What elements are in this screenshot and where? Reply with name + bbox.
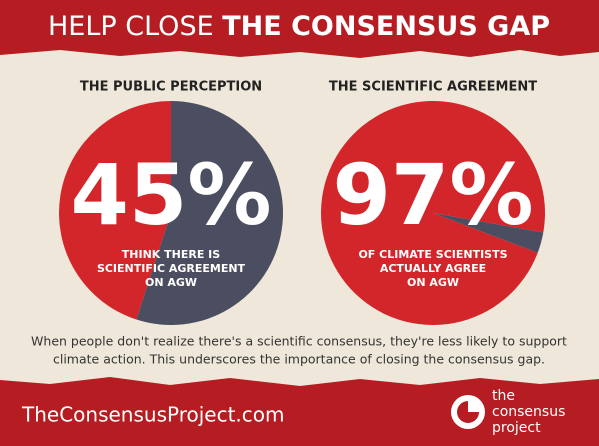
pie-slice: [433, 213, 544, 253]
logo-icon-cut: [457, 401, 479, 423]
title-bold: THE CONSENSUS GAP: [222, 11, 550, 42]
annotation: OF CLIMATE SCIENTISTS: [358, 248, 507, 261]
value-label: 45%: [70, 146, 271, 244]
top-band: [0, 0, 599, 58]
value-label: 97%: [332, 146, 533, 244]
pie-slice: [320, 101, 545, 326]
chart-title: THE PUBLIC PERCEPTION: [80, 80, 262, 95]
annotation: SCIENTIFIC AGREEMENT: [97, 262, 246, 275]
annotation: ON AGW: [407, 276, 459, 289]
logo-text: consensus: [492, 404, 565, 420]
title: HELP CLOSE THE CONSENSUS GAP: [48, 11, 550, 42]
annotation: THINK THERE IS: [122, 248, 220, 261]
title-light: HELP CLOSE: [48, 11, 214, 42]
caption-line: When people don't realize there's a scie…: [31, 334, 567, 349]
annotation: ON AGW: [145, 276, 197, 289]
logo-text: project: [492, 420, 541, 436]
chart-title: THE SCIENTIFIC AGREEMENT: [329, 80, 537, 95]
caption-line: climate action. This underscores the imp…: [53, 352, 545, 367]
logo-text: the: [492, 388, 515, 404]
annotation: ACTUALLY AGREE: [380, 262, 486, 275]
pie-slice: [58, 101, 171, 320]
pie-slice: [136, 101, 283, 325]
footer-url: TheConsensusProject.com: [21, 403, 285, 427]
bottom-band: [0, 377, 599, 446]
